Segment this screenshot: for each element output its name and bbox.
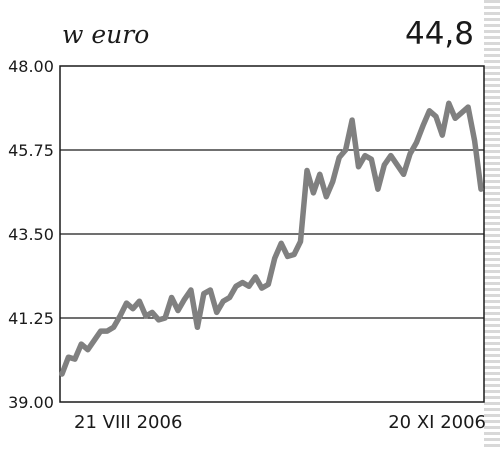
current-value: 44,8 [404, 16, 474, 52]
y-tick-label: 39.00 [8, 393, 54, 412]
y-tick-label: 48.00 [8, 57, 54, 76]
series-line [59, 100, 484, 377]
x-axis-ticks: 21 VIII 2006 20 XI 2006 [74, 412, 486, 433]
y-tick-label: 43.50 [8, 225, 54, 244]
plot-frame [59, 65, 485, 403]
y-axis-ticks: 39.00 41.25 43.50 45.75 48.00 [8, 57, 54, 412]
gridlines [60, 149, 484, 319]
decorative-stripe [484, 0, 500, 449]
y-tick-label: 45.75 [8, 141, 54, 160]
y-tick-label: 41.25 [8, 309, 54, 328]
x-tick-label: 21 VIII 2006 [74, 412, 182, 433]
x-tick-label: 20 XI 2006 [388, 412, 486, 433]
unit-label: w euro [62, 20, 150, 49]
